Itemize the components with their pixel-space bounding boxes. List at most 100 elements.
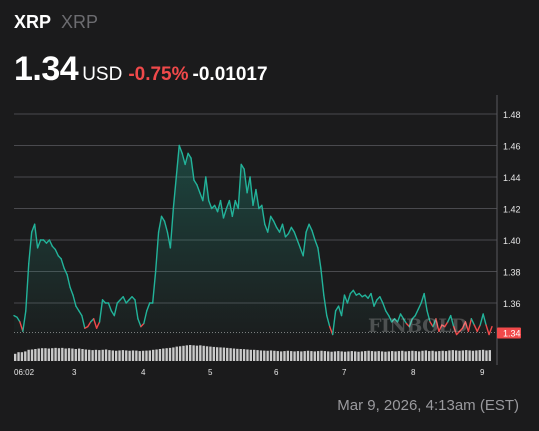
price-line-segment xyxy=(107,302,113,312)
volume-bar xyxy=(30,349,34,361)
price-line-segment xyxy=(78,310,83,317)
volume-bar xyxy=(458,350,461,361)
price-line-segment xyxy=(388,314,393,323)
volume-bar xyxy=(414,351,417,361)
price-line-segment xyxy=(196,184,201,194)
price-line-segment xyxy=(402,318,408,325)
price-line-segment xyxy=(140,322,145,328)
price-line-segment xyxy=(458,327,464,333)
volume-bar xyxy=(417,351,421,361)
price-line-segment xyxy=(252,188,257,207)
price-line-segment xyxy=(143,310,148,325)
volume-bar xyxy=(24,351,27,361)
price-line-segment xyxy=(146,302,151,312)
price-line-segment xyxy=(287,226,293,235)
x-tick-label: 7 xyxy=(342,368,347,377)
volume-bar xyxy=(17,352,20,361)
price-line-segment xyxy=(270,215,275,222)
volume-bar xyxy=(172,347,175,361)
price-line-segment xyxy=(447,314,452,323)
price-line-segment xyxy=(334,305,340,312)
price-line-segment xyxy=(101,299,107,304)
price-line-segment xyxy=(358,292,363,298)
volume-bar xyxy=(44,348,47,361)
volume-bar xyxy=(168,347,172,361)
volume-bar xyxy=(54,347,57,361)
price-line-segment xyxy=(181,152,186,166)
volume-bar xyxy=(209,346,212,361)
price-line-segment xyxy=(444,321,449,328)
price-line-segment xyxy=(25,262,30,312)
volume-bar xyxy=(246,349,249,361)
price-line-segment xyxy=(48,239,54,248)
volume-bar xyxy=(84,349,88,361)
price-line-segment xyxy=(479,313,484,326)
price-line-segment xyxy=(169,207,175,249)
y-tick-label: 1.46 xyxy=(503,142,521,152)
volume-bar xyxy=(219,347,222,361)
price-line-segment xyxy=(54,248,59,257)
price-line-segment xyxy=(411,314,416,320)
volume-bar xyxy=(428,351,431,361)
price-line-segment xyxy=(163,220,169,233)
volume-bar xyxy=(77,348,81,361)
price-line-segment xyxy=(228,199,234,218)
volume-bar xyxy=(404,351,407,361)
volume-bar xyxy=(64,348,67,361)
volume-bar xyxy=(337,351,340,361)
price-line-segment xyxy=(305,223,310,233)
volume-bar xyxy=(407,351,411,361)
price-line-segment xyxy=(449,314,455,328)
price-line-segment xyxy=(261,204,266,225)
price-line-segment xyxy=(151,270,157,304)
volume-bar xyxy=(273,350,276,361)
price-line-segment xyxy=(87,321,92,328)
price-line-segment xyxy=(243,168,248,194)
watermark: FINBOLD xyxy=(368,315,468,337)
price-line-segment xyxy=(417,302,422,310)
price-line-segment xyxy=(331,310,337,336)
price-line-segment xyxy=(246,176,251,194)
price-line-segment xyxy=(60,258,65,270)
volume-bar xyxy=(74,349,77,361)
volume-bar xyxy=(94,349,98,361)
price-line-segment xyxy=(95,321,101,329)
price-line-segment xyxy=(157,215,163,233)
volume-bar xyxy=(485,350,488,361)
current-price: 1.34 xyxy=(14,50,79,88)
volume-bar xyxy=(185,345,189,361)
volume-bar xyxy=(111,350,114,361)
price-line-segment xyxy=(302,231,307,257)
volume-bar xyxy=(101,349,104,361)
price-line-segment xyxy=(219,199,225,219)
volume-bar xyxy=(128,350,131,361)
price-area-fill xyxy=(14,145,492,335)
price-line-segment xyxy=(154,231,160,273)
volume-bar xyxy=(27,349,30,361)
price-line-segment xyxy=(57,255,62,260)
price-line-segment xyxy=(470,318,475,326)
volume-bar xyxy=(34,349,37,361)
volume-bar xyxy=(279,351,283,361)
volume-bar xyxy=(182,345,185,361)
volume-bar xyxy=(91,350,94,361)
volume-bar xyxy=(242,349,246,361)
price-line-segment xyxy=(455,330,461,336)
y-tick-label: 1.38 xyxy=(503,268,521,278)
volume-bar xyxy=(384,351,387,361)
price-line-segment xyxy=(193,179,198,186)
volume-bar xyxy=(438,351,441,361)
price-line-segment xyxy=(296,239,301,249)
price-line-segment xyxy=(278,223,284,233)
volume-bar xyxy=(40,348,44,361)
volume-bar xyxy=(131,350,135,361)
price-line-segment xyxy=(255,188,260,210)
x-tick-label: 5 xyxy=(208,368,213,377)
volume-bar xyxy=(290,351,293,361)
volume-bar xyxy=(195,345,199,361)
volume-bar xyxy=(431,350,434,361)
price-line-segment xyxy=(267,215,272,233)
volume-bar xyxy=(488,350,491,361)
volume-bar xyxy=(401,350,404,361)
